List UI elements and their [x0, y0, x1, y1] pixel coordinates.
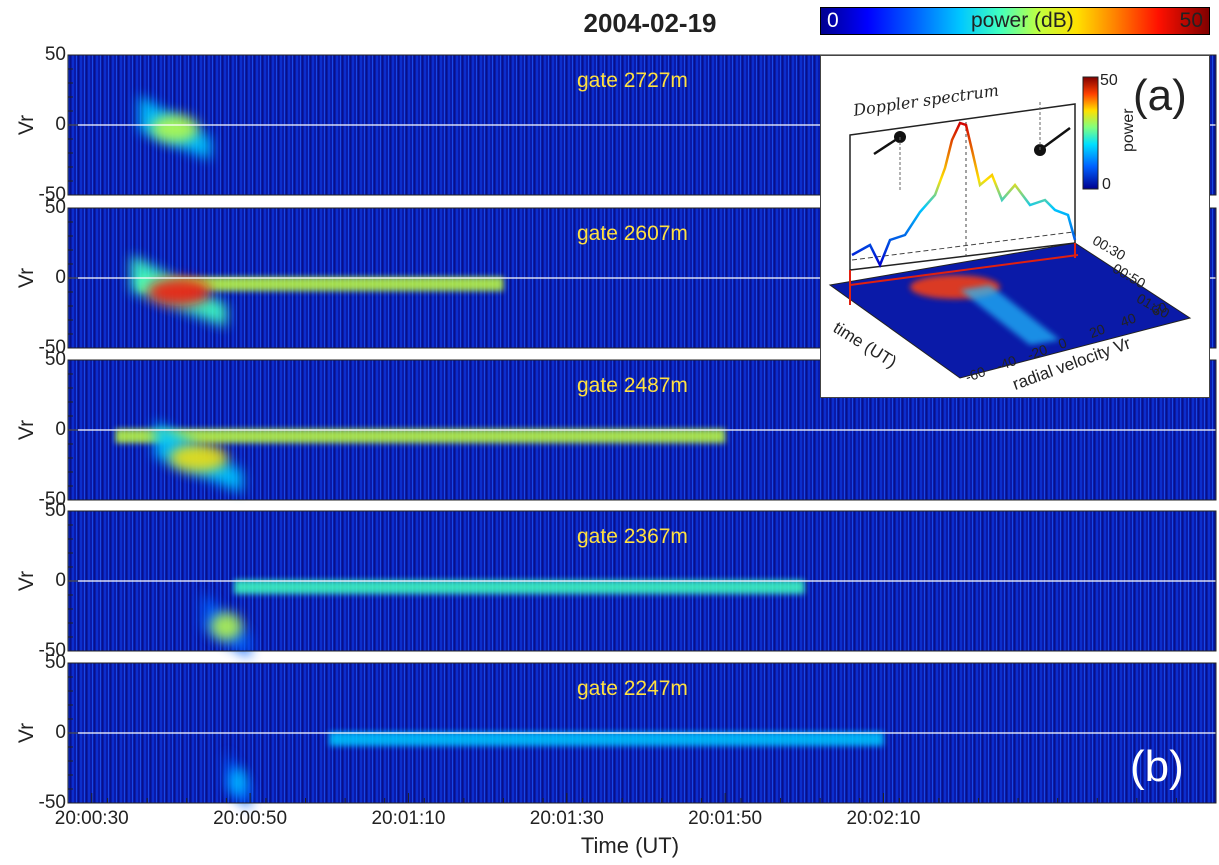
arrow-left-icon [873, 135, 901, 156]
x-tick-label: 20:02:10 [846, 808, 921, 829]
y-tick-label: 50 [44, 652, 66, 673]
x-tick-label: 20:01:50 [688, 808, 763, 829]
x-tick-label: 20:00:30 [54, 808, 129, 829]
scatter-event-core [147, 278, 211, 306]
panel-label-b: (b) [1130, 742, 1184, 791]
doppler-spectrum-curve [851, 121, 1077, 269]
panel-frame [67, 54, 1217, 196]
y-tick-label: 0 [55, 267, 66, 288]
figure-title: 2004-02-19 [583, 8, 717, 38]
gate-label: gate 2727m [577, 69, 688, 92]
gate-label: gate 2247m [577, 677, 688, 700]
gate-label: gate 2487m [577, 374, 688, 397]
spectrum-frame [849, 103, 1076, 271]
panel-label-a: (a) [1133, 71, 1187, 120]
y-tick-label: 0 [55, 114, 66, 135]
y-tick-label: 50 [44, 500, 66, 521]
y-tick-label: -50 [38, 792, 66, 813]
colorbar: 0 power (dB) 50 [820, 7, 1210, 35]
y-tick-label: -50 [38, 489, 66, 510]
scatter-event-core [151, 114, 199, 143]
heatmap-panel-4 [67, 662, 1217, 810]
x-tick-label: 20:00:50 [213, 808, 288, 829]
y-tick-label: 50 [44, 44, 66, 65]
panel-frame [67, 510, 1217, 652]
zero-velocity-band [139, 277, 504, 291]
x-axis-label: Time (UT) [580, 833, 680, 858]
y-tick-label: -50 [38, 640, 66, 661]
surface-cut-line [849, 254, 1079, 286]
y-tick-label: 50 [44, 197, 66, 218]
zero-velocity-band [234, 580, 805, 594]
inset-colorbar-max: 50 [1100, 72, 1118, 89]
inset-colorbar [1082, 76, 1099, 190]
scatter-event-core [230, 768, 247, 796]
scatter-event-core [169, 444, 228, 472]
surface-tail [960, 285, 1060, 345]
y-tick-label: 0 [55, 419, 66, 440]
panel-frame [67, 207, 1217, 349]
inset-colorbar-min: 0 [1102, 176, 1111, 193]
heatmap-panel-3 [67, 510, 1217, 658]
gate-label: gate 2367m [577, 525, 688, 548]
y-tick-label: -50 [38, 337, 66, 358]
gate-label: gate 2607m [577, 222, 688, 245]
arrow-right-icon [1039, 126, 1071, 152]
y-tick-label: 0 [55, 570, 66, 591]
x-tick-label: 20:01:30 [529, 808, 604, 829]
panel-frame [67, 359, 1217, 501]
colorbar-label: power (dB) [971, 9, 1074, 32]
inset-colorbar-label: power [1120, 108, 1137, 152]
y-tick-label: -50 [38, 184, 66, 205]
spectrum-baseline [851, 231, 1074, 261]
y-tick-label: 0 [55, 722, 66, 743]
y-tick-label: 50 [44, 349, 66, 370]
colorbar-min: 0 [827, 9, 839, 32]
x-tick-label: 20:01:10 [371, 808, 446, 829]
panel-frame [67, 662, 1217, 804]
zero-velocity-band [329, 732, 884, 746]
colorbar-max: 50 [1179, 9, 1203, 32]
zero-velocity-band [115, 429, 726, 443]
scatter-event-core [210, 612, 243, 641]
